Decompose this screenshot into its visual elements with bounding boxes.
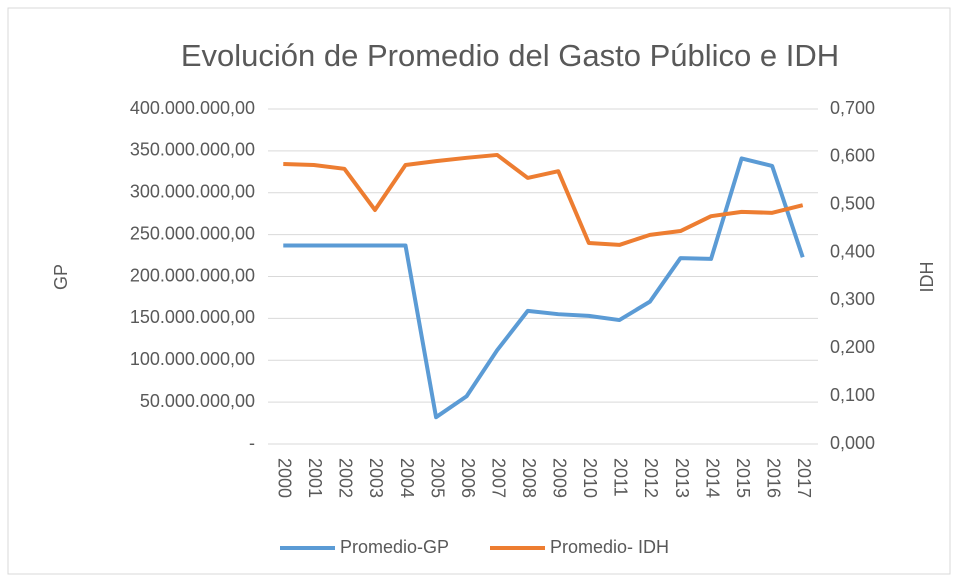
y-tick-label: 350.000.000,00 bbox=[130, 140, 255, 160]
y2-tick-label: 0,100 bbox=[830, 385, 875, 405]
y2-tick-label: 0,400 bbox=[830, 241, 875, 261]
chart-title: Evolución de Promedio del Gasto Público … bbox=[181, 38, 839, 73]
y2-tick-label: 0,600 bbox=[830, 146, 875, 166]
x-tick-label: 2008 bbox=[519, 458, 539, 498]
x-tick-label: 2016 bbox=[763, 458, 783, 498]
y2-tick-label: 0,500 bbox=[830, 193, 875, 213]
y-tick-label: 400.000.000,00 bbox=[130, 98, 255, 118]
x-tick-label: 2015 bbox=[733, 458, 753, 498]
y-tick-label: 150.000.000,00 bbox=[130, 307, 255, 327]
y-axis-title: GP bbox=[51, 264, 71, 290]
x-tick-label: 2005 bbox=[427, 458, 447, 498]
series-line bbox=[283, 156, 805, 420]
x-tick-label: 2014 bbox=[702, 458, 722, 498]
x-tick-label: 2013 bbox=[672, 458, 692, 498]
x-tick-label: 2010 bbox=[580, 458, 600, 498]
x-tick-label: 2012 bbox=[641, 458, 661, 498]
x-tick-label: 2007 bbox=[488, 458, 508, 498]
y2-tick-label: 0,700 bbox=[830, 98, 875, 118]
x-tick-label: 2004 bbox=[397, 458, 417, 498]
x-tick-label: 2009 bbox=[550, 458, 570, 498]
x-tick-label: 2003 bbox=[366, 458, 386, 498]
x-tick-label: 2002 bbox=[336, 458, 356, 498]
y2-tick-label: 0,000 bbox=[830, 433, 875, 453]
y-tick-label: 200.000.000,00 bbox=[130, 265, 255, 285]
y-tick-label: 100.000.000,00 bbox=[130, 349, 255, 369]
y2-tick-label: 0,300 bbox=[830, 289, 875, 309]
y-tick-label: - bbox=[249, 433, 255, 453]
y2-tick-label: 0,200 bbox=[830, 337, 875, 357]
series-line bbox=[283, 152, 804, 247]
y-tick-label: 300.000.000,00 bbox=[130, 182, 255, 202]
x-tick-label: 2006 bbox=[458, 458, 478, 498]
chart-border bbox=[7, 7, 951, 575]
y2-axis-title: IDH bbox=[917, 262, 937, 293]
x-tick-label: 2017 bbox=[794, 458, 814, 498]
x-tick-label: 2011 bbox=[611, 458, 631, 497]
x-tick-label: 2000 bbox=[275, 458, 295, 498]
y-tick-label: 50.000.000,00 bbox=[140, 391, 255, 411]
x-tick-label: 2001 bbox=[305, 458, 325, 498]
legend-label: Promedio- IDH bbox=[550, 537, 669, 557]
y-tick-label: 250.000.000,00 bbox=[130, 223, 255, 243]
legend-label: Promedio-GP bbox=[340, 537, 449, 557]
